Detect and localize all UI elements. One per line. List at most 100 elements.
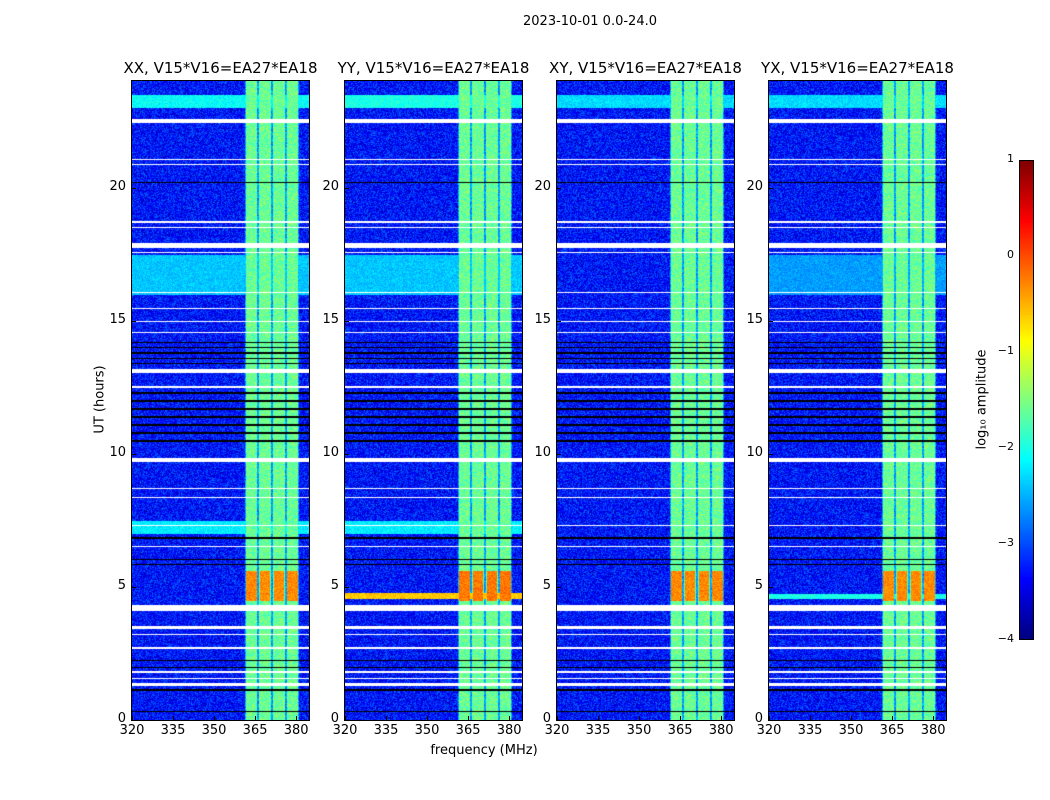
x-tick-label: 335 <box>160 723 186 738</box>
x-tick-label: 380 <box>920 723 946 738</box>
x-tick-mark <box>892 716 894 720</box>
y-tick-mark <box>557 586 561 588</box>
y-tick-mark <box>132 187 136 189</box>
x-tick-mark <box>427 716 429 720</box>
y-tick-label: 5 <box>117 577 126 593</box>
y-tick-label: 10 <box>109 444 126 460</box>
x-tick-mark <box>214 716 216 720</box>
x-tick-label: 350 <box>626 723 652 738</box>
figure-title: 2023-10-01 0.0-24.0 <box>523 14 657 29</box>
x-tick-label: 320 <box>119 723 145 738</box>
x-tick-mark <box>721 716 723 720</box>
x-tick-label: 365 <box>455 723 481 738</box>
x-tick-mark <box>769 716 770 720</box>
x-tick-label: 335 <box>585 723 611 738</box>
y-tick-mark <box>557 453 561 455</box>
y-tick-label: 5 <box>754 577 763 593</box>
colorbar-tick-label: −1 <box>997 344 1014 357</box>
colorbar-tick-label: −4 <box>997 632 1014 645</box>
x-tick-label: 320 <box>756 723 782 738</box>
y-tick-mark <box>769 586 773 588</box>
y-tick-mark <box>557 320 561 322</box>
y-tick-mark <box>769 720 773 721</box>
y-tick-label: 0 <box>330 711 339 726</box>
x-axis-label: frequency (MHz) <box>430 743 538 758</box>
y-tick-mark <box>132 453 136 455</box>
spectrogram-heatmap <box>557 81 734 720</box>
x-tick-mark <box>132 716 133 720</box>
panel-title: XY, V15*V16=EA27*EA18 <box>549 59 742 77</box>
colorbar-tick-label: −3 <box>997 536 1014 549</box>
x-tick-mark <box>345 716 346 720</box>
spectrogram-heatmap <box>769 81 946 720</box>
x-tick-mark <box>255 716 257 720</box>
y-tick-mark <box>769 187 773 189</box>
panel-title: YY, V15*V16=EA27*EA18 <box>337 59 530 77</box>
x-tick-mark <box>598 716 600 720</box>
y-tick-mark <box>345 187 349 189</box>
y-tick-label: 0 <box>754 711 763 726</box>
x-tick-mark <box>386 716 388 720</box>
y-tick-label: 15 <box>746 311 763 327</box>
x-tick-mark <box>851 716 853 720</box>
y-tick-mark <box>557 720 561 721</box>
y-tick-label: 20 <box>746 178 763 194</box>
y-tick-label: 15 <box>109 311 126 327</box>
x-tick-label: 365 <box>242 723 268 738</box>
x-tick-mark <box>173 716 175 720</box>
x-tick-label: 380 <box>708 723 734 738</box>
y-tick-mark <box>345 586 349 588</box>
x-tick-label: 320 <box>544 723 570 738</box>
y-tick-label: 10 <box>322 444 339 460</box>
x-tick-label: 350 <box>838 723 864 738</box>
y-tick-label: 10 <box>746 444 763 460</box>
y-tick-mark <box>132 586 136 588</box>
y-tick-mark <box>345 320 349 322</box>
x-tick-mark <box>509 716 511 720</box>
panel-title: YX, V15*V16=EA27*EA18 <box>761 59 954 77</box>
x-tick-mark <box>810 716 812 720</box>
y-tick-mark <box>132 720 136 721</box>
y-tick-label: 5 <box>542 577 551 593</box>
spectrogram-heatmap <box>132 81 309 720</box>
colorbar-label: log₁₀ amplitude <box>974 349 990 450</box>
panel-1: YY, V15*V16=EA27*EA18 0 5 10 15 20 320 335 350 36… <box>322 59 529 738</box>
x-tick-label: 350 <box>414 723 440 738</box>
panel-title: XX, V15*V16=EA27*EA18 <box>123 59 318 77</box>
y-tick-label: 10 <box>534 444 551 460</box>
y-tick-mark <box>769 320 773 322</box>
x-tick-mark <box>933 716 935 720</box>
y-tick-mark <box>345 720 349 721</box>
spectrogram-heatmap <box>345 81 522 720</box>
x-tick-label: 380 <box>496 723 522 738</box>
x-tick-mark <box>680 716 682 720</box>
y-tick-label: 0 <box>542 711 551 726</box>
x-tick-mark <box>468 716 470 720</box>
x-tick-label: 380 <box>283 723 309 738</box>
y-tick-label: 20 <box>322 178 339 194</box>
y-tick-label: 15 <box>322 311 339 327</box>
x-tick-label: 335 <box>797 723 823 738</box>
y-tick-label: 15 <box>534 311 551 327</box>
panel-0: XX, V15*V16=EA27*EA18 0 5 10 15 20 320 335 350 36… <box>109 59 317 738</box>
x-tick-label: 320 <box>332 723 358 738</box>
colorbar-tick-label: 0 <box>1007 248 1014 261</box>
x-tick-label: 365 <box>667 723 693 738</box>
colorbar-tick-label: 1 <box>1007 152 1014 165</box>
x-tick-label: 350 <box>201 723 227 738</box>
x-tick-mark <box>296 716 298 720</box>
colorbar-tick-label: −2 <box>997 440 1014 453</box>
x-tick-mark <box>557 716 558 720</box>
x-tick-mark <box>639 716 641 720</box>
x-tick-label: 365 <box>879 723 905 738</box>
y-tick-label: 20 <box>109 178 126 194</box>
panel-3: YX, V15*V16=EA27*EA18 0 5 10 15 20 320 335 350 36… <box>746 59 953 738</box>
y-tick-label: 5 <box>330 577 339 593</box>
y-tick-mark <box>132 320 136 322</box>
x-tick-label: 335 <box>373 723 399 738</box>
colorbar <box>1019 160 1034 640</box>
y-tick-label: 0 <box>117 711 126 726</box>
y-tick-label: 20 <box>534 178 551 194</box>
panel-2: XY, V15*V16=EA27*EA18 0 5 10 15 20 320 335 350 36… <box>534 59 741 738</box>
